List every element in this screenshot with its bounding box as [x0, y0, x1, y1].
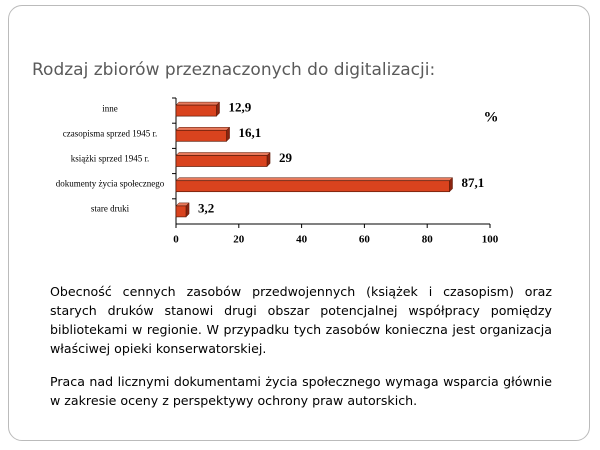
x-tick-label: 80 — [422, 234, 434, 246]
y-tick-label: stare druki — [90, 203, 130, 214]
chart-title: Rodzaj zbiorów przeznaczonych do digital… — [32, 60, 436, 80]
y-tick-label: czasopisma sprzed 1945 r. — [62, 128, 158, 139]
bar — [175, 155, 268, 167]
y-tick-label: inne — [102, 103, 118, 114]
paragraph: Obecność cennych zasobów przedwojennych … — [50, 284, 552, 356]
bar-top — [175, 101, 221, 106]
bar — [175, 205, 187, 218]
bar — [175, 104, 217, 117]
bar-top — [175, 127, 231, 131]
x-tick-label: 40 — [296, 234, 308, 246]
paragraph: Praca nad licznymi dokumentami życia spo… — [50, 374, 552, 408]
bar — [175, 129, 227, 142]
value-label: 87,1 — [461, 175, 484, 190]
x-tick-label: 100 — [482, 234, 499, 246]
slide-frame — [8, 5, 590, 441]
x-tick-label: 20 — [233, 234, 245, 246]
bar — [175, 180, 450, 193]
value-label: 16,1 — [239, 125, 262, 140]
y-tick-label: dokumenty życia społecznego — [55, 178, 165, 189]
x-tick-label: 60 — [359, 234, 371, 246]
value-label: 12,9 — [229, 100, 252, 115]
value-label: 3,2 — [198, 200, 214, 215]
value-label: 29 — [279, 150, 293, 165]
bar-top — [175, 177, 454, 181]
unit-label: % — [484, 109, 499, 125]
y-tick-label: książki sprzed 1945 r. — [70, 153, 150, 164]
x-tick-label: 0 — [173, 234, 179, 246]
bar-top — [175, 152, 271, 156]
